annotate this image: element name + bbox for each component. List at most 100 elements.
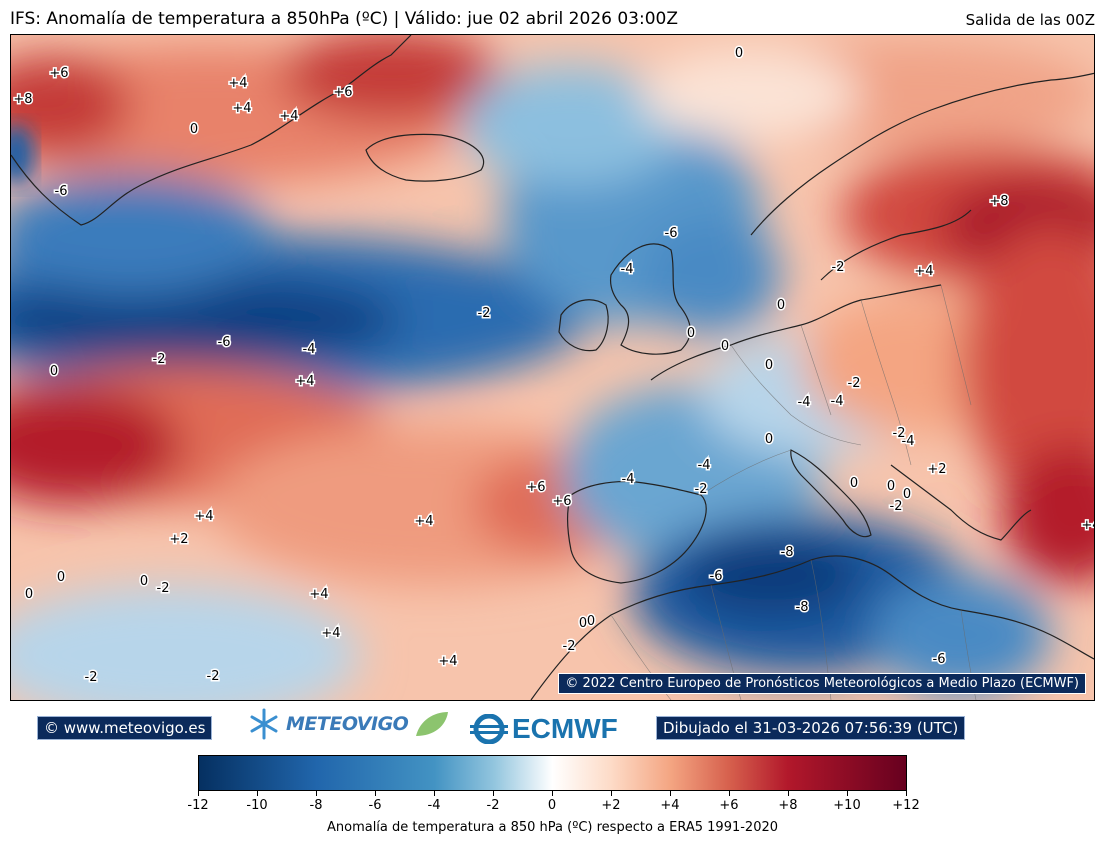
contour-label: -4 — [798, 395, 811, 410]
contour-label: -2 — [207, 669, 220, 684]
copyright-notice: © 2022 Centro Europeo de Pronósticos Met… — [558, 673, 1086, 694]
contour-label: -2 — [893, 426, 906, 441]
map-title: IFS: Anomalía de temperatura a 850hPa (º… — [10, 9, 678, 29]
contour-label: +6 — [49, 66, 68, 81]
contour-label: 0 — [903, 487, 911, 502]
contour-label: -6 — [933, 652, 946, 667]
colorbar-tick-label: +10 — [833, 798, 861, 813]
contour-label: -4 — [902, 434, 915, 449]
ecmwf-wordmark: ECMWF — [512, 713, 618, 744]
contour-label: +6 — [526, 480, 545, 495]
contour-label: -6 — [665, 226, 678, 241]
contour-label: 0 — [887, 479, 895, 494]
contour-label: -4 — [622, 472, 635, 487]
contour-label: -2 — [153, 352, 166, 367]
contour-label: -8 — [781, 545, 794, 560]
contour-label: 0 — [735, 46, 743, 61]
contour-label: +4 — [414, 514, 433, 529]
drawn-timestamp: Dibujado el 31-03-2026 07:56:39 (UTC) — [656, 716, 966, 740]
colorbar-tick-label: +4 — [660, 798, 680, 813]
contour-label: -4 — [303, 342, 316, 357]
colorbar-tick — [198, 791, 199, 796]
meteovigo-wordmark: METEOVIGO — [286, 713, 409, 735]
contour-labels: +6 +8 +4 +6 +4 +4 0 0 -6 -6 -4 -2 0 -6 -… — [12, 45, 1095, 687]
contour-label: -2 — [478, 306, 491, 321]
colorbar-tick — [493, 791, 494, 796]
contour-label: -2 — [832, 260, 845, 275]
contour-label: +4 — [914, 264, 933, 279]
colorbar-label: Anomalía de temperatura a 850 hPa (ºC) r… — [326, 820, 779, 835]
contour-label: -2 — [563, 639, 576, 654]
ecmwf-logo: ECMWF — [470, 712, 618, 746]
colorbar-tick-label: +8 — [778, 798, 798, 813]
colorbar-tick-label: 0 — [547, 798, 557, 813]
contour-label: -2 — [848, 376, 861, 391]
contour-label: 0 — [765, 432, 773, 447]
colorbar-tick-label: -2 — [486, 798, 500, 813]
contour-label: -2 — [695, 482, 708, 497]
colorbar-tick-label: +2 — [601, 798, 621, 813]
contour-label: 0 — [850, 476, 858, 491]
contour-label: 0 — [190, 122, 198, 137]
colorbar-tick — [611, 791, 612, 796]
contour-label: -2 — [85, 670, 98, 685]
colorbar-tick — [375, 791, 376, 796]
contour-label: +6 — [333, 85, 352, 100]
contour-label: 0 — [765, 358, 773, 373]
contour-label: -6 — [665, 226, 678, 241]
colorbar-tick — [552, 791, 553, 796]
contour-label: 0 — [687, 326, 695, 341]
leaf-icon — [416, 712, 449, 736]
contour-label: -6 — [710, 569, 723, 584]
contour-label: +4 — [279, 109, 298, 124]
contour-label: +4 — [1081, 518, 1095, 533]
colorbar-tick — [847, 791, 848, 796]
contour-label: +4 — [295, 374, 314, 389]
ecmwf-emblem-icon — [470, 714, 508, 744]
contour-label: -4 — [621, 262, 634, 277]
contour-label: 0 — [579, 616, 587, 631]
contour-label: +2 — [169, 532, 188, 547]
contour-label: +4 — [321, 626, 340, 641]
contour-label: -6 — [55, 184, 68, 199]
colorbar-tick — [788, 791, 789, 796]
website-link[interactable]: © www.meteovigo.es — [37, 716, 213, 740]
contour-label: -4 — [698, 458, 711, 473]
contour-label: +4 — [438, 654, 457, 669]
contour-label: 0 — [57, 570, 65, 585]
colorbar-tick-label: -10 — [246, 798, 268, 813]
contour-label: -8 — [796, 600, 809, 615]
colorbar-tick — [729, 791, 730, 796]
anomaly-map: +6 +8 +4 +6 +4 +4 0 0 -6 -6 -4 -2 0 -6 -… — [10, 34, 1095, 701]
contour-label: -6 — [218, 335, 231, 350]
contour-label: +8 — [13, 92, 32, 107]
colorbar-tick — [670, 791, 671, 796]
colorbar-tick-label: -6 — [368, 798, 382, 813]
colorbar-tick-label: +12 — [892, 798, 920, 813]
contour-label: 0 — [50, 364, 58, 379]
contour-label: 0 — [721, 339, 729, 354]
contour-label: +2 — [927, 462, 946, 477]
contour-label: 0 — [587, 614, 595, 629]
contour-label: +4 — [232, 101, 251, 116]
model-run-label: Salida de las 00Z — [965, 11, 1095, 29]
colorbar — [198, 755, 907, 791]
colorbar-tick-label: -4 — [427, 798, 441, 813]
colorbar-tick — [434, 791, 435, 796]
colorbar-tick — [906, 791, 907, 796]
snowflake-icon — [250, 708, 278, 740]
contour-label: -4 — [831, 394, 844, 409]
contour-label: 0 — [777, 298, 785, 313]
meteovigo-logo: METEOVIGO — [248, 706, 450, 742]
contour-label: -2 — [157, 581, 170, 596]
contour-label: +4 — [228, 76, 247, 91]
colorbar-tick — [257, 791, 258, 796]
contour-label: +8 — [989, 194, 1008, 209]
contour-label: +6 — [552, 494, 571, 509]
contour-label: +4 — [194, 509, 213, 524]
contour-label: -2 — [890, 499, 903, 514]
colorbar-tick-label: -8 — [309, 798, 323, 813]
colorbar-tick-label: +6 — [719, 798, 739, 813]
contour-label: 0 — [25, 587, 33, 602]
colorbar-tick — [316, 791, 317, 796]
